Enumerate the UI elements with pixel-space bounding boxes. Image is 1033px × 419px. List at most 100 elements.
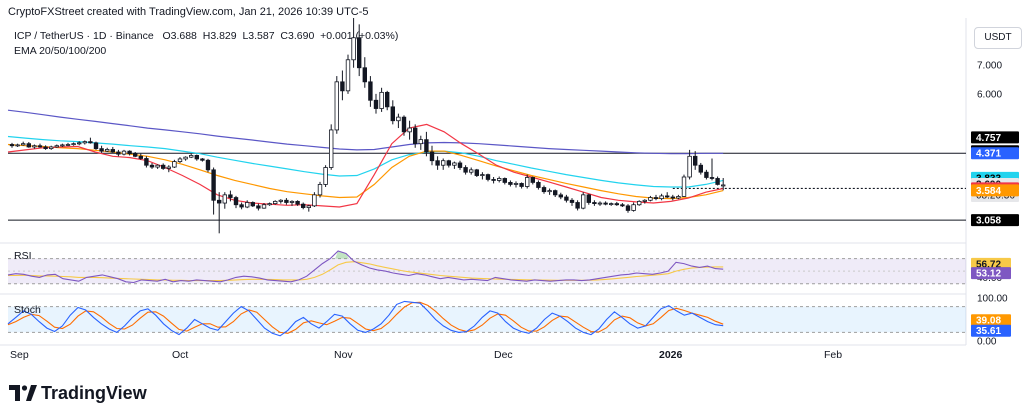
candle-body [323, 167, 328, 185]
candle [244, 200, 250, 209]
candle [149, 162, 155, 169]
candle [642, 199, 647, 204]
candle-body [659, 195, 664, 200]
candle [88, 137, 93, 144]
candle [132, 151, 138, 158]
ema200-line [7, 109, 724, 155]
candle-body [592, 202, 597, 205]
candle [480, 172, 485, 180]
candle [323, 165, 328, 187]
time-axis-label: Sep [10, 349, 29, 361]
candle-body [502, 178, 507, 183]
candle [592, 200, 597, 206]
candle-body [20, 143, 26, 146]
candle [93, 141, 99, 150]
candle-body [412, 127, 418, 145]
candle [71, 142, 76, 146]
candle [625, 204, 631, 213]
candle-body [575, 202, 580, 209]
candle-body [474, 169, 479, 176]
candle [581, 192, 586, 210]
candle [379, 87, 384, 112]
stoch-value-flag [971, 314, 1011, 327]
candle [597, 201, 603, 206]
candle-body [581, 194, 586, 209]
stoch-tick-label: 0.00 [977, 337, 997, 348]
candle [569, 198, 575, 206]
candle [491, 176, 496, 184]
candle [77, 141, 82, 146]
candle [586, 193, 591, 205]
candle [43, 145, 48, 150]
candle [351, 18, 356, 68]
candle [228, 190, 233, 202]
candle [340, 70, 345, 101]
candle [65, 142, 71, 147]
rsi-title: RSI [14, 250, 32, 262]
candle-body [194, 155, 199, 160]
candle [631, 202, 636, 212]
candle [468, 167, 474, 175]
candle [60, 143, 65, 147]
candle [620, 203, 625, 207]
price-label-flag [971, 131, 1019, 144]
stoch-tick-label: 100.00 [977, 294, 1008, 305]
candle-body [614, 203, 619, 206]
candle [463, 165, 468, 175]
candle-body [637, 200, 642, 206]
candle-body [160, 164, 166, 169]
candle [609, 202, 614, 206]
candle [300, 202, 306, 210]
price-label-text: 4.371 [976, 149, 1001, 160]
candle [547, 188, 552, 195]
candle-body [530, 177, 535, 183]
currency-button[interactable]: USDT [974, 27, 1022, 49]
candle-body [166, 166, 171, 169]
candle-body [132, 153, 138, 157]
candle [160, 163, 166, 170]
candle-body [250, 202, 255, 207]
candle-body [144, 158, 149, 166]
candle-body [452, 162, 457, 166]
candle [116, 149, 121, 157]
candle [519, 182, 524, 189]
candle [194, 154, 199, 161]
candle [261, 203, 267, 209]
candle-body [312, 194, 317, 207]
candle [284, 198, 289, 205]
candle [485, 173, 491, 182]
candle [328, 124, 334, 170]
candle [37, 143, 43, 148]
candle [384, 90, 390, 111]
candle [222, 192, 227, 209]
candle-body [244, 202, 250, 208]
candle [496, 176, 502, 183]
candle [709, 158, 715, 181]
candle [362, 57, 367, 88]
stoch-d-line [7, 301, 724, 334]
time-axis-label: Nov [334, 349, 353, 361]
candle-body [138, 155, 143, 159]
candle-body [149, 164, 155, 168]
candle-body [676, 196, 681, 199]
candle [396, 113, 401, 129]
candle-body [368, 81, 373, 101]
candle-body [110, 149, 115, 153]
candle-body [670, 196, 675, 199]
candle-body [356, 37, 362, 69]
candle-body [396, 116, 401, 122]
candle-body [334, 81, 339, 131]
candle [665, 192, 670, 199]
candle [267, 202, 272, 206]
candle [121, 149, 127, 156]
candle-body [390, 106, 395, 122]
candle-body [704, 171, 709, 178]
candle-body [401, 116, 407, 133]
candle [239, 202, 244, 210]
candle-body [373, 99, 379, 109]
candle [603, 201, 608, 206]
candle-body [340, 81, 345, 92]
candle-body [54, 145, 59, 148]
